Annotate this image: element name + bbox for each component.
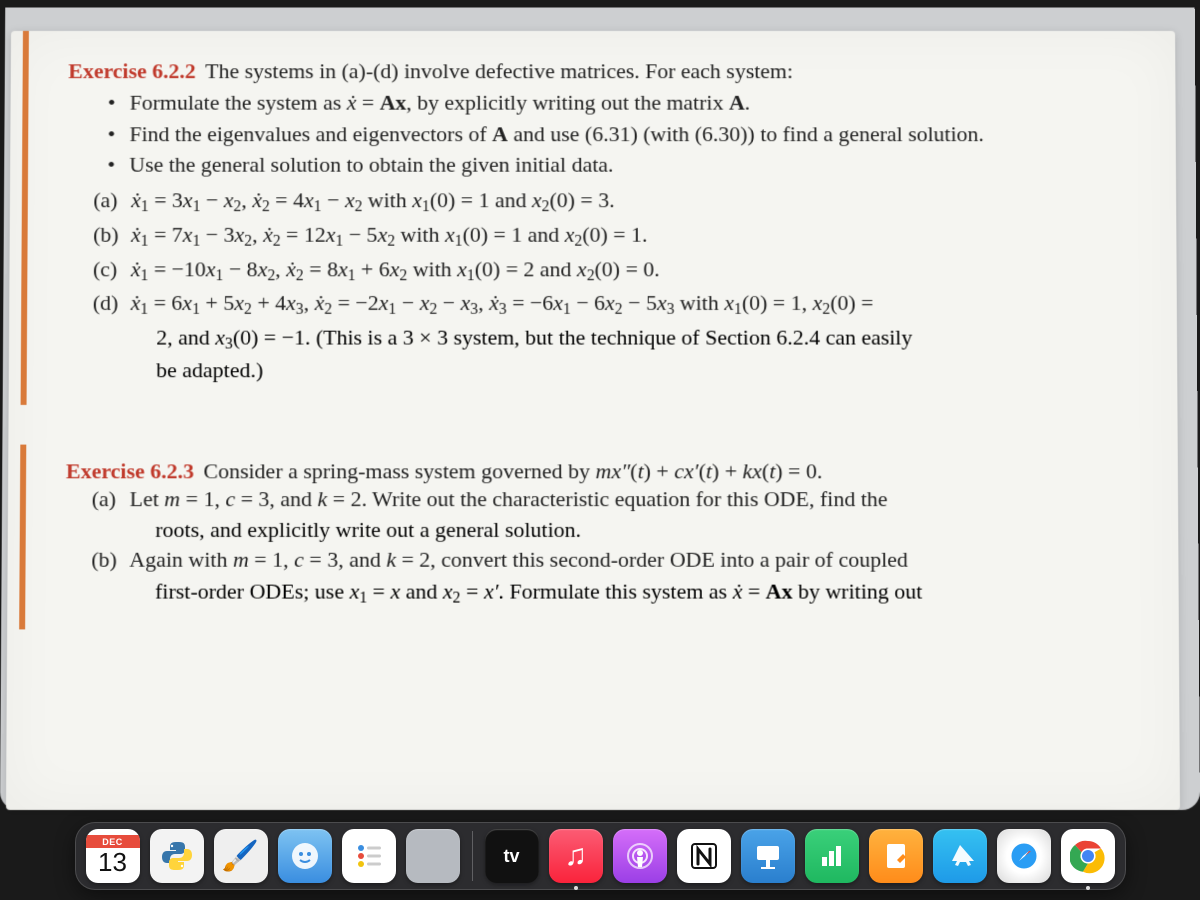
numbers-icon [817,841,847,871]
part-d-cont1: 2, and x3(0) = −1. (This is a 3 × 3 syst… [156,323,1137,355]
part-label: (c) [93,254,131,286]
notion-icon [687,839,721,873]
bullet-dot-icon: • [107,150,129,179]
bullet-dot-icon: • [108,88,130,117]
part-a-cont: roots, and explicitly write out a genera… [155,515,1138,544]
reminders-icon [352,839,386,873]
bullet-text: Formulate the system as ẋ = Ax, by expli… [130,88,751,117]
keynote-icon [753,841,783,871]
brush-icon: 🖌️ [222,839,259,874]
textbook-page: Exercise 6.2.2 The systems in (a)-(d) in… [6,31,1180,810]
part-c: (c) ẋ1 = −10x1 − 8x2, ẋ2 = 8x1 + 6x2 wit… [93,254,1137,286]
bullet-3: • Use the general solution to obtain the… [107,150,1136,179]
part-eq: ẋ1 = 6x1 + 5x2 + 4x3, ẋ2 = −2x1 − x2 − x… [131,289,1138,321]
dock-assistant[interactable] [278,829,332,883]
dock-podcasts[interactable] [613,829,667,883]
dock: DEC 13 🖌️ [75,822,1126,890]
dock-safari[interactable] [997,829,1051,883]
face-icon [289,840,321,872]
dock-numbers[interactable] [805,829,859,883]
parts-list: (a) Let m = 1, c = 3, and k = 2. Write o… [91,484,1139,609]
dock-keynote[interactable] [741,829,795,883]
dock-separator [472,831,473,881]
appletv-label: tv [503,846,519,867]
viewer-frame: Exercise 6.2.2 The systems in (a)-(d) in… [0,7,1200,810]
dock-blank-app[interactable] [406,829,460,883]
part-label: (b) [91,545,129,575]
part-a: (a) ẋ1 = 3x1 − x2, ẋ2 = 4x1 − x2 with x1… [93,186,1136,218]
dock-notion[interactable] [677,829,731,883]
running-dot-icon [1086,886,1090,890]
part-d: (d) ẋ1 = 6x1 + 5x2 + 4x3, ẋ2 = −2x1 − x2… [93,289,1137,321]
podcasts-icon [624,840,656,872]
appstore-icon [944,840,976,872]
bullet-list: • Formulate the system as ẋ = Ax, by exp… [107,88,1136,180]
bullet-1: • Formulate the system as ẋ = Ax, by exp… [108,88,1136,117]
dock-python[interactable] [150,829,204,883]
bullet-text: Use the general solution to obtain the g… [129,150,613,179]
part-label: (b) [93,220,131,252]
part-text: Let m = 1, c = 3, and k = 2. Write out t… [130,484,1139,513]
dock-calendar[interactable]: DEC 13 [86,829,140,883]
part-b-cont: first-order ODEs; use x1 = x and x2 = x′… [155,576,1139,609]
bullet-text: Find the eigenvalues and eigenvectors of… [129,119,984,148]
part-d-cont2: be adapted.) [156,355,1137,384]
bullet-2: • Find the eigenvalues and eigenvectors … [108,119,1137,148]
bullet-dot-icon: • [108,119,130,148]
part-label: (a) [92,484,130,513]
dock-container: DEC 13 🖌️ [0,822,1200,890]
part-text: Again with m = 1, c = 3, and k = 2, conv… [129,545,1138,575]
dock-music[interactable]: ♫ [549,829,603,883]
exercise-heading-row: Exercise 6.2.3 Consider a spring-mass sy… [66,458,1138,484]
exercise-number: Exercise 6.2.3 [66,458,194,483]
compass-icon [1007,839,1041,873]
parts-list: (a) ẋ1 = 3x1 − x2, ẋ2 = 4x1 − x2 with x1… [92,186,1137,385]
exercise-heading-row: Exercise 6.2.2 The systems in (a)-(d) in… [68,58,1135,84]
exercise-6-2-3: Exercise 6.2.3 Consider a spring-mass sy… [19,444,1179,629]
part-a: (a) Let m = 1, c = 3, and k = 2. Write o… [92,484,1139,513]
python-icon [159,838,195,874]
exercise-intro: The systems in (a)-(d) involve defective… [200,58,793,83]
dock-reminders[interactable] [342,829,396,883]
part-eq: ẋ1 = 7x1 − 3x2, ẋ2 = 12x1 − 5x2 with x1(… [131,220,1137,252]
part-eq: ẋ1 = −10x1 − 8x2, ẋ2 = 8x1 + 6x2 with x1… [131,254,1137,286]
part-label: (a) [93,186,131,218]
part-eq: ẋ1 = 3x1 − x2, ẋ2 = 4x1 − x2 with x1(0) … [131,186,1136,218]
part-b: (b) Again with m = 1, c = 3, and k = 2, … [91,545,1138,575]
dock-appstore[interactable] [933,829,987,883]
running-dot-icon [574,886,578,890]
dock-brush-app[interactable]: 🖌️ [214,829,268,883]
part-b: (b) ẋ1 = 7x1 − 3x2, ẋ2 = 12x1 − 5x2 with… [93,220,1137,252]
dock-pages[interactable] [869,829,923,883]
music-icon: ♫ [564,839,587,873]
exercise-intro: Consider a spring-mass system governed b… [198,458,823,483]
dock-appletv[interactable]: tv [485,829,539,883]
chrome-icon [1070,838,1106,874]
exercise-number: Exercise 6.2.2 [68,58,196,83]
exercise-6-2-2: Exercise 6.2.2 The systems in (a)-(d) in… [21,31,1178,405]
calendar-day: 13 [98,848,127,877]
part-label: (d) [93,289,131,321]
pages-icon [882,841,910,871]
dock-chrome[interactable] [1061,829,1115,883]
